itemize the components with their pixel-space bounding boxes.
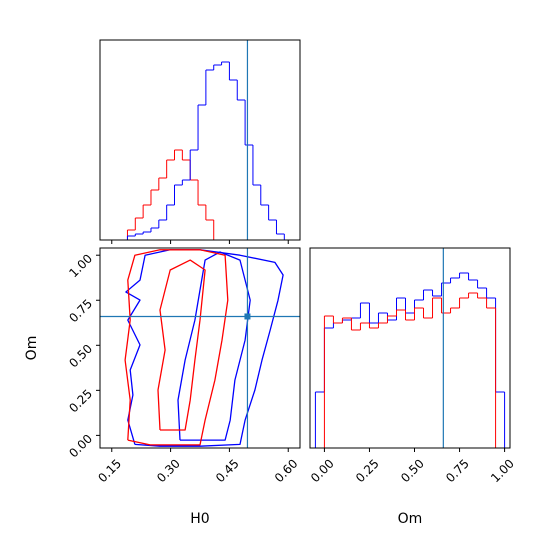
x-tick-label: 0.30	[154, 456, 183, 485]
y-tick-label: 0.50	[66, 342, 95, 371]
plot-area	[314, 248, 506, 448]
y-tick-label: 0.00	[66, 432, 95, 461]
x-tick-label: 0.15	[95, 456, 124, 485]
x-tick-label: 0.50	[398, 456, 427, 485]
x-axis-label: Om	[398, 511, 423, 527]
contour-line	[177, 251, 251, 441]
y-tick-label: 0.75	[66, 296, 95, 325]
y-axis-label: Om	[24, 336, 40, 361]
x-axis-label: H0	[190, 511, 209, 527]
truth-marker	[244, 313, 251, 320]
plot-area	[103, 40, 300, 240]
x-tick-label: 0.25	[353, 456, 382, 485]
plot-area	[100, 248, 300, 448]
x-tick-label: 0.75	[443, 456, 472, 485]
y-tick-label: 0.25	[66, 387, 95, 416]
panel-frame	[99, 247, 301, 449]
panel-frame	[99, 39, 301, 241]
x-tick-label: 0.00	[308, 456, 337, 485]
x-tick-label: 0.45	[213, 456, 242, 485]
panel-frame	[309, 247, 511, 449]
contour-line	[157, 259, 206, 431]
y-tick-label: 1.00	[66, 251, 95, 280]
contour-line	[124, 249, 229, 446]
x-tick-label: 1.00	[488, 456, 517, 485]
x-tick-label: 0.60	[272, 456, 301, 485]
